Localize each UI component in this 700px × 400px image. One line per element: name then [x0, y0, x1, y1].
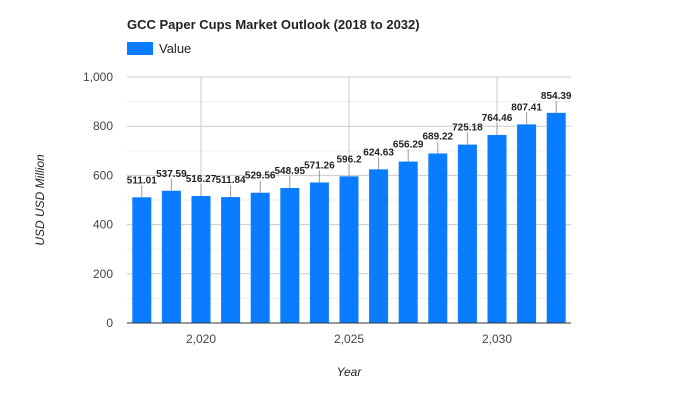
legend: Value [127, 41, 191, 56]
data-label: 529.56 [245, 171, 276, 182]
bar [487, 134, 507, 323]
data-label: 656.29 [393, 140, 424, 151]
data-label: 764.46 [482, 113, 513, 124]
bar [280, 187, 300, 323]
y-tick-label: 200 [93, 267, 113, 281]
bar [250, 192, 270, 323]
y-tick-label: 1,000 [83, 70, 113, 84]
legend-label: Value [159, 41, 192, 56]
bar [132, 197, 152, 323]
bar [161, 190, 181, 323]
data-label: 807.41 [511, 102, 542, 113]
bar [221, 197, 241, 323]
data-label: 571.26 [304, 160, 335, 171]
y-tick-label: 0 [106, 316, 113, 330]
chart-title: GCC Paper Cups Market Outlook (2018 to 2… [127, 17, 420, 32]
data-label: 511.84 [216, 175, 246, 186]
data-label: 725.18 [452, 123, 483, 134]
data-label: 537.59 [156, 169, 187, 180]
y-axis-title: USD USD Million [33, 154, 47, 246]
bar [309, 182, 329, 323]
y-tick-label: 800 [93, 119, 113, 133]
data-label: 689.22 [423, 131, 454, 142]
data-label: 516.27 [186, 174, 217, 185]
x-tick-label: 2,020 [186, 332, 216, 346]
bar [339, 176, 359, 323]
data-label: 854.39 [541, 91, 572, 102]
bar [517, 124, 537, 323]
data-label: 596.2 [336, 154, 361, 165]
axes: 0 200 400 600 800 1,000 2,020 2,025 2,030 [83, 70, 571, 346]
x-tick-label: 2,025 [334, 332, 364, 346]
data-label: 624.63 [363, 147, 394, 158]
x-tick-label: 2,030 [482, 332, 512, 346]
data-label: 548.95 [275, 166, 306, 177]
bar [457, 144, 477, 323]
bar [191, 195, 211, 323]
bar [369, 169, 389, 323]
y-tick-label: 600 [93, 168, 113, 182]
y-tick-label: 400 [93, 218, 113, 232]
x-axis-title: Year [337, 365, 363, 379]
bars [132, 112, 566, 323]
bar [428, 153, 448, 323]
bar [398, 161, 418, 323]
legend-swatch [127, 42, 153, 55]
bar [546, 112, 566, 323]
data-label: 511.01 [127, 175, 157, 186]
